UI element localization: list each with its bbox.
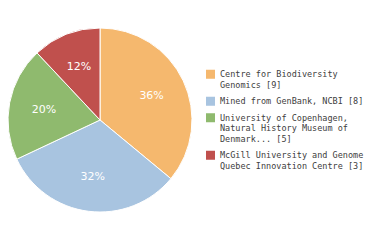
legend-label: University of Copenhagen,Natural History…: [220, 113, 348, 144]
data-label: 12%: [67, 60, 91, 73]
legend-swatch: [206, 113, 215, 122]
slices: [8, 28, 192, 212]
legend-label: McGill University and GenomeQuebec Innov…: [220, 150, 363, 171]
data-labels: 36% 32% 20% 12%: [32, 60, 164, 183]
data-label: 20%: [32, 103, 56, 116]
data-label: 32%: [81, 170, 105, 183]
legend-label: Centre for BiodiversityGenomics [9]: [220, 69, 338, 90]
chart: 36% 32% 20% 12% Centre for BiodiversityGenom…: [0, 0, 380, 240]
data-label: 36%: [139, 89, 163, 102]
legend-swatch: [206, 70, 215, 79]
legend-swatch: [206, 97, 215, 106]
legend: Centre for BiodiversityGenomics [9] Mined…: [206, 69, 363, 171]
legend-swatch: [206, 151, 215, 160]
legend-label: Mined from GenBank, NCBI [8]: [220, 96, 363, 106]
